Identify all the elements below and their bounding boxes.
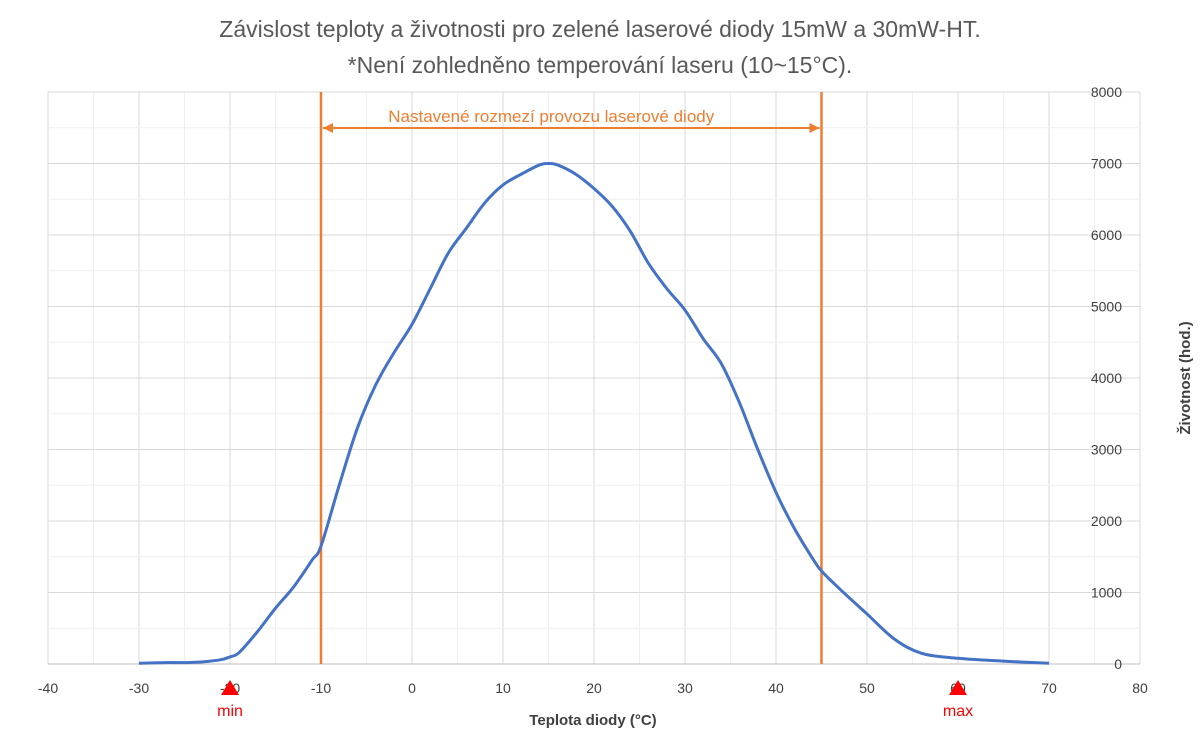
min-marker-label: min [217,703,243,720]
x-tick-label: -40 [38,680,58,696]
x-tick-label: 40 [768,680,784,696]
y-axis-title: Životnost (hod.) [1176,321,1194,434]
range-arrowhead-right [809,123,820,133]
annotations: Nastavené rozmezí provozu laserové diody… [217,107,973,720]
series-line [138,161,1050,665]
y-tick-label: 7000 [1091,156,1122,172]
range-lines [319,92,823,664]
max-marker-label: max [943,703,973,720]
x-tick-label: -10 [311,680,331,696]
y-tick-label: 8000 [1091,84,1122,100]
range-label: Nastavené rozmezí provozu laserové diody [388,107,714,126]
x-tick-label: 80 [1132,680,1148,696]
range-arrowhead-left [323,123,333,133]
chart-subtitle: *Není zohledněno temperování laseru (10~… [347,52,853,78]
series-layer [138,161,1050,665]
x-tick-label: 50 [859,680,875,696]
x-tick-label: 20 [586,680,602,696]
x-tick-label: 10 [495,680,511,696]
y-tick-label: 4000 [1091,370,1122,386]
x-axis-ticks: -40-30-20-1001020304050607080 [38,680,1148,696]
grid [47,91,1141,665]
y-tick-label: 1000 [1091,585,1122,601]
min-marker [221,680,239,695]
y-tick-label: 2000 [1091,513,1122,529]
y-axis-ticks: 0 1000 2000 3000 4000 5000 6000 7000 8000 [1091,84,1122,672]
y-tick-label: 5000 [1091,299,1122,315]
x-tick-label: 0 [408,680,416,696]
y-tick-label: 6000 [1091,227,1122,243]
max-marker [949,680,967,695]
x-tick-label: 30 [677,680,693,696]
chart-title: Závislost teploty a životnosti pro zelen… [219,16,981,42]
x-tick-label: -30 [129,680,149,696]
x-axis-title: Teplota diody (°C) [529,712,656,729]
x-tick-label: 70 [1041,680,1057,696]
y-tick-label: 0 [1114,656,1122,672]
y-tick-label: 3000 [1091,442,1122,458]
